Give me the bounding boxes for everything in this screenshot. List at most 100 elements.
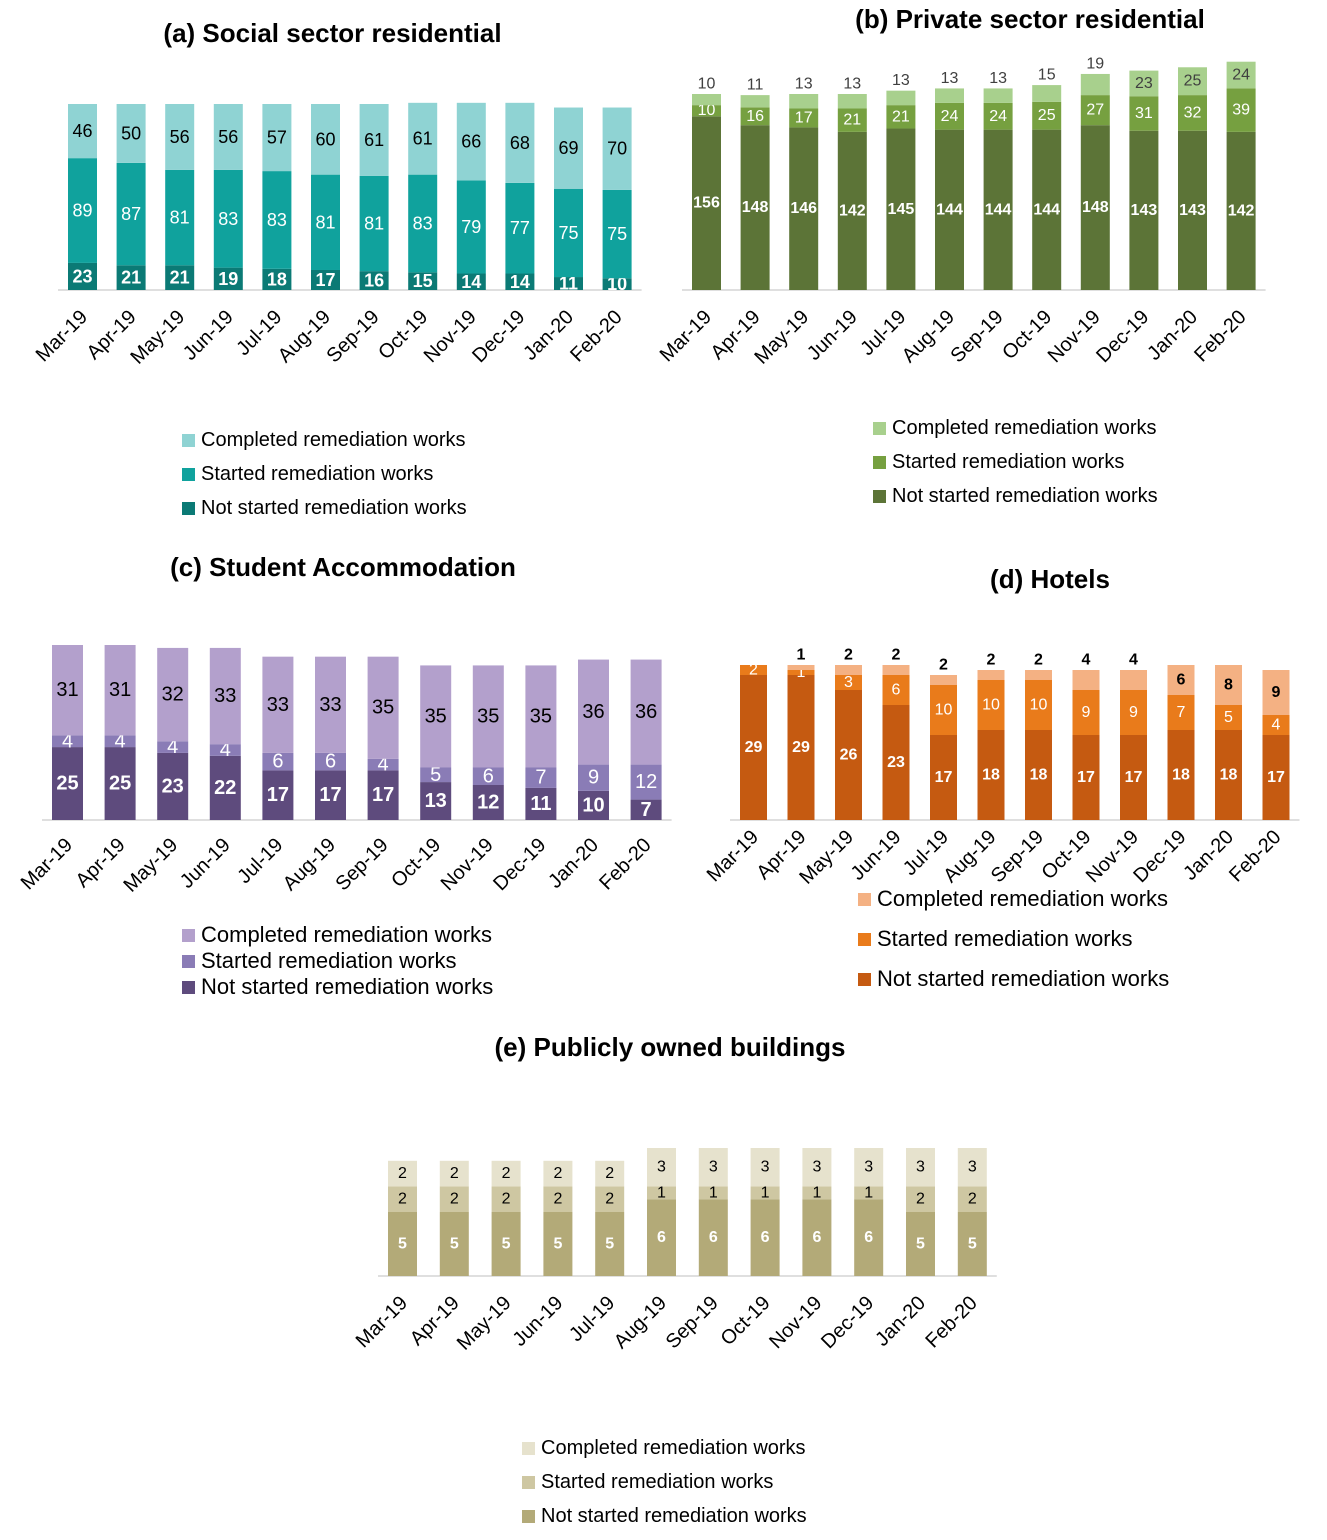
bar-segment [543, 1212, 573, 1276]
bar-segment [525, 767, 557, 788]
bar-segment [935, 129, 964, 290]
data-label: 87 [121, 204, 141, 224]
chart-legend: Completed remediation works Started remed… [873, 418, 1158, 520]
data-label: 11 [559, 274, 578, 294]
bar-segment [213, 104, 243, 170]
data-label: 1 [797, 647, 806, 664]
data-label: 77 [510, 218, 530, 238]
bar-segment [595, 1212, 625, 1276]
legend-label: Not started remediation works [892, 485, 1158, 507]
data-label: 25 [109, 773, 131, 795]
data-label: 33 [319, 694, 341, 716]
bar-segment [311, 174, 340, 270]
data-label: 83 [267, 210, 287, 230]
chart-legend: Completed remediation works Started remed… [522, 1438, 807, 1540]
data-label: 22 [214, 777, 236, 799]
data-label: 29 [745, 739, 763, 756]
data-label: 31 [1135, 105, 1153, 122]
bar-segment [740, 665, 767, 675]
x-tick-label: Oct-19 [717, 1292, 775, 1350]
bar-segment [740, 95, 770, 108]
bar-segment [1167, 665, 1195, 695]
bar-segment [802, 1186, 832, 1200]
legend-item: Started remediation works [873, 452, 1158, 472]
bar-segment [165, 169, 195, 266]
bar-segment [1215, 730, 1242, 820]
data-label: 17 [935, 769, 953, 786]
data-label: 17 [1125, 769, 1143, 786]
data-label: 21 [121, 268, 141, 288]
data-label: 89 [72, 201, 92, 221]
data-label: 7 [1177, 704, 1186, 721]
bar-segment [262, 752, 294, 771]
data-label: 9 [1082, 704, 1091, 721]
bar-segment [1262, 715, 1290, 735]
legend-label: Started remediation works [892, 451, 1125, 473]
x-tick-label: Jun-19 [176, 834, 235, 893]
legend-label: Completed remediation works [541, 1437, 806, 1459]
data-label: 35 [425, 705, 447, 727]
bar-segment [882, 675, 910, 705]
bar-segment [750, 1148, 780, 1187]
data-label: 17 [319, 784, 341, 806]
bar-segment [698, 1186, 728, 1200]
bar-segment [906, 1186, 935, 1212]
data-label: 24 [1232, 67, 1250, 84]
bar-segment [420, 782, 452, 820]
data-label: 3 [968, 1159, 977, 1176]
legend-item: Not started remediation works [858, 968, 1169, 990]
bar-segment [525, 665, 557, 768]
legend-label: Not started remediation works [201, 497, 467, 519]
legend-swatch [522, 1475, 535, 1489]
x-tick-label: Jan-20 [1143, 306, 1202, 365]
bar-segment [802, 1199, 832, 1276]
data-label: 5 [968, 1236, 977, 1253]
x-tick-label: Sep-19 [946, 306, 1007, 367]
data-label: 13 [843, 76, 861, 93]
data-label: 69 [558, 138, 578, 158]
data-label: 35 [477, 705, 499, 727]
bar-segment [1226, 88, 1256, 132]
x-tick-label: Feb-20 [566, 306, 626, 366]
x-tick-label: Dec-19 [489, 834, 550, 895]
bar-segment [104, 735, 136, 748]
bar-segment [472, 785, 504, 820]
data-label: 4 [115, 730, 126, 752]
bar-segment [957, 1186, 987, 1212]
data-label: 2 [749, 662, 758, 679]
data-label: 10 [698, 102, 716, 119]
data-label: 2 [553, 1191, 562, 1208]
data-label: 23 [887, 754, 905, 771]
bar-segment [1226, 131, 1256, 290]
bar-segment [740, 125, 770, 290]
legend-swatch [873, 489, 886, 503]
bar-segment [165, 104, 195, 170]
data-label: 3 [864, 1159, 873, 1176]
data-label: 10 [607, 274, 627, 294]
data-label: 7 [641, 799, 652, 821]
data-label: 18 [1220, 767, 1238, 784]
bar-segment [740, 107, 770, 126]
x-tick-label: Aug-19 [939, 826, 1000, 887]
x-tick-label: Aug-19 [898, 306, 959, 367]
data-label: 5 [430, 764, 441, 786]
data-label: 10 [935, 702, 953, 719]
data-label: 26 [840, 747, 858, 764]
x-tick-label: Sep-19 [662, 1292, 723, 1353]
data-label: 148 [742, 199, 769, 216]
bar-segment [957, 1148, 987, 1187]
data-label: 18 [1030, 767, 1048, 784]
data-label: 1 [709, 1184, 718, 1201]
bar-segment [906, 1148, 935, 1187]
bar-segment [1262, 735, 1290, 820]
bar-segment [262, 770, 294, 820]
bar-segment [315, 656, 346, 753]
data-label: 2 [844, 647, 853, 664]
data-label: 6 [1177, 672, 1186, 689]
bar-segment [1167, 695, 1195, 730]
chart-panel-social-sector: (a) Social sector residential 23 89 46 Mar-… [0, 0, 665, 520]
data-label: 50 [121, 123, 141, 143]
data-label: 24 [941, 108, 959, 125]
legend-swatch [182, 928, 195, 942]
data-label: 6 [892, 682, 901, 699]
